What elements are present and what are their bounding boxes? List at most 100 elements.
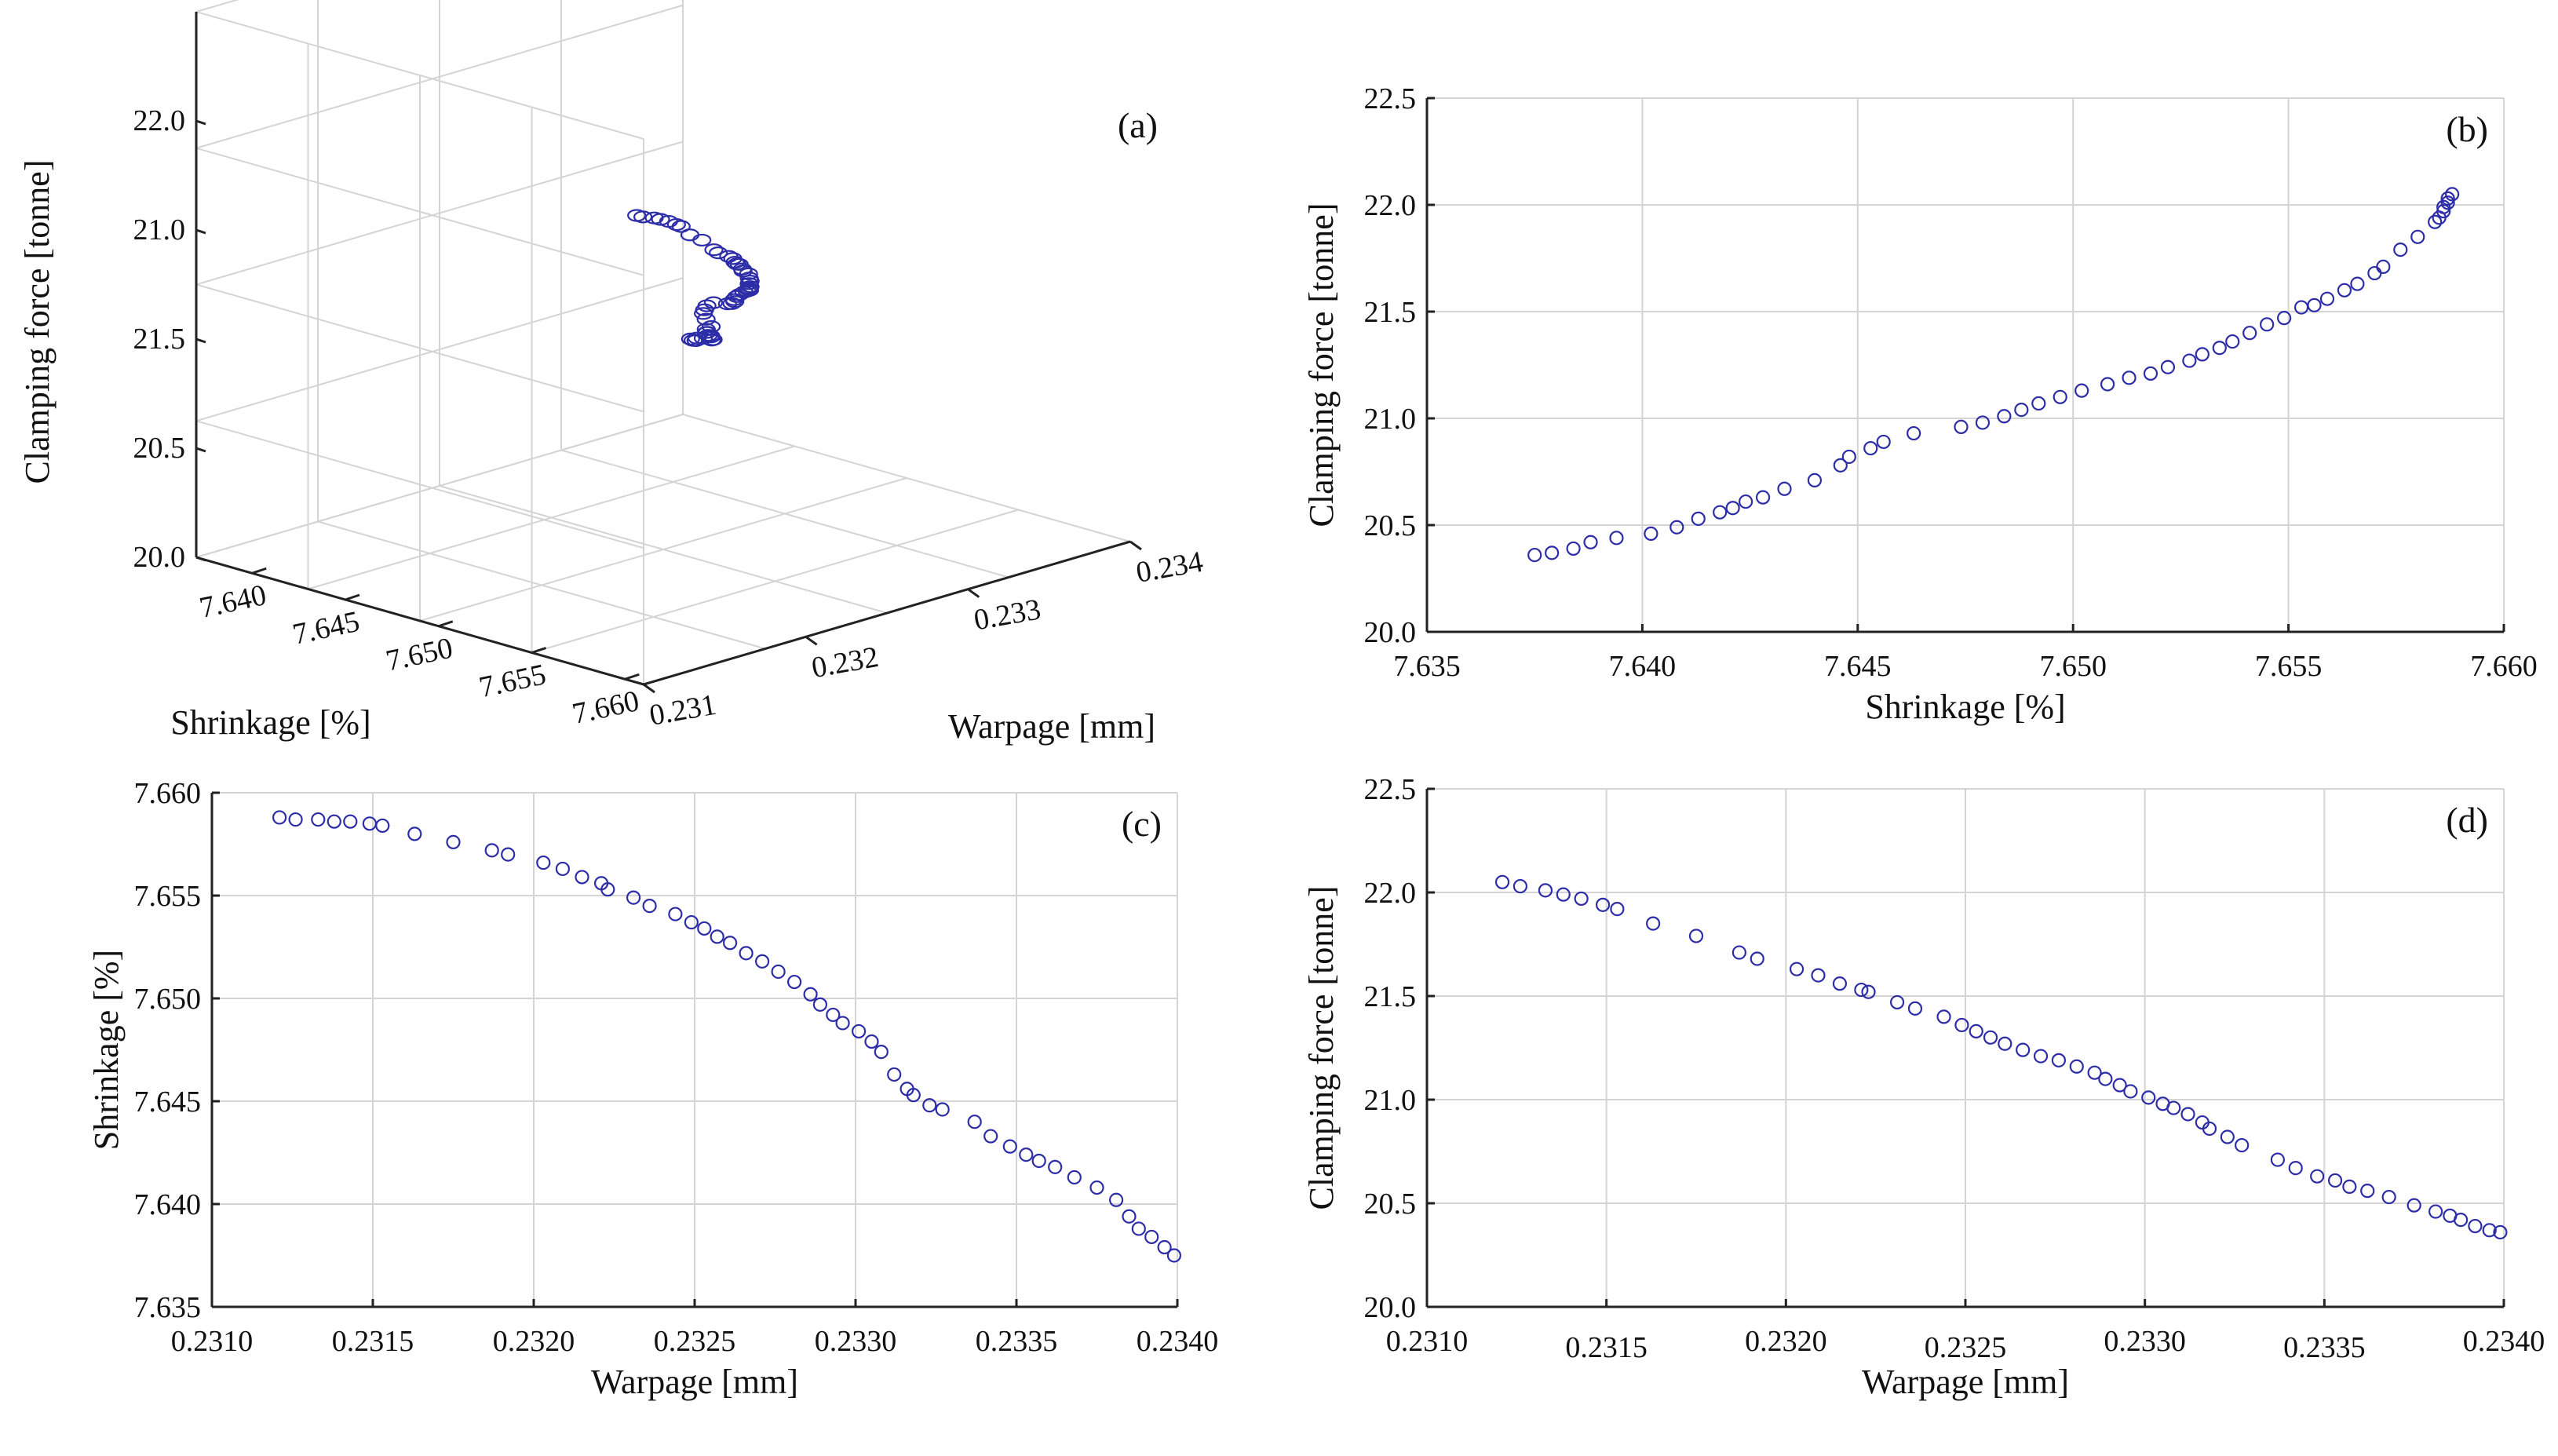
data-point bbox=[1144, 1229, 1159, 1245]
data-point bbox=[2360, 1184, 2375, 1199]
data-point bbox=[935, 1102, 950, 1117]
data-point bbox=[754, 954, 770, 969]
data-point bbox=[642, 898, 657, 914]
data-point bbox=[2432, 210, 2447, 225]
data-point bbox=[2143, 366, 2158, 381]
data-point bbox=[2310, 1169, 2325, 1184]
z-tick bbox=[195, 338, 206, 344]
y-tick-label: 7.660 bbox=[134, 777, 202, 810]
x-tick-label: 0.2315 bbox=[332, 1325, 414, 1358]
data-point bbox=[739, 946, 754, 961]
data-point bbox=[1527, 547, 1542, 563]
data-point bbox=[2087, 1065, 2102, 1080]
data-point bbox=[2381, 1189, 2396, 1205]
y-tick-label: 22.5 bbox=[1364, 773, 1417, 806]
z-tick bbox=[195, 556, 206, 562]
data-point bbox=[633, 210, 653, 224]
y-axis-line bbox=[643, 540, 1131, 686]
data-point bbox=[1997, 409, 2012, 424]
data-point bbox=[1811, 968, 1826, 983]
data-point bbox=[2337, 283, 2352, 297]
data-point bbox=[2482, 1223, 2497, 1238]
data-point bbox=[1975, 415, 1991, 430]
data-point bbox=[1566, 541, 1581, 556]
x-tick-label: 0.2330 bbox=[815, 1325, 897, 1358]
data-point bbox=[1936, 1009, 1951, 1024]
x-tick bbox=[438, 620, 454, 628]
data-point bbox=[626, 890, 641, 905]
data-point bbox=[1513, 878, 1528, 894]
data-point bbox=[668, 907, 683, 921]
gridline-side-wall bbox=[195, 283, 644, 413]
panel-a-3d-scatter: 7.660 7.655 7.650 7.645 7.640 0.231 0.232 0.233… bbox=[18, 0, 1206, 746]
x-tick-label: 0.2325 bbox=[654, 1325, 736, 1358]
data-point bbox=[2468, 1218, 2483, 1234]
x-tick bbox=[624, 673, 640, 681]
x-tick-label: 0.2330 bbox=[2104, 1325, 2186, 1358]
gridline-floor bbox=[439, 485, 888, 614]
data-point bbox=[709, 246, 728, 260]
x-tick-label: 7.645 bbox=[290, 605, 362, 651]
data-point bbox=[803, 987, 818, 1002]
data-point bbox=[864, 1034, 879, 1049]
data-point bbox=[681, 332, 700, 346]
data-point bbox=[887, 1067, 902, 1082]
y-tick-label: 7.645 bbox=[134, 1086, 202, 1118]
data-point bbox=[1545, 546, 1560, 560]
data-point bbox=[2407, 1198, 2421, 1213]
data-point bbox=[2327, 1173, 2343, 1188]
data-point bbox=[1644, 526, 1659, 541]
data-point bbox=[2180, 1107, 2195, 1122]
y-tick-label: 21.0 bbox=[1364, 1084, 1417, 1117]
panel-tag: (a) bbox=[1118, 105, 1158, 145]
data-point bbox=[826, 1007, 841, 1023]
data-point bbox=[1574, 891, 1589, 907]
data-point bbox=[2016, 1042, 2031, 1057]
x-tick-label: 7.655 bbox=[2255, 650, 2323, 683]
x-tick-label: 7.645 bbox=[1824, 650, 1892, 683]
x-tick-label: 7.655 bbox=[476, 658, 549, 704]
x-tick-label: 7.635 bbox=[1393, 650, 1461, 683]
data-point bbox=[555, 861, 571, 877]
data-point bbox=[575, 870, 589, 885]
panel-c-scatter: 0.2310 0.2315 0.2320 0.2325 0.2330 0.2335 0.23… bbox=[87, 777, 1218, 1401]
data-point bbox=[288, 812, 303, 827]
data-point bbox=[1739, 494, 1753, 509]
data-point bbox=[1494, 874, 1510, 889]
z-tick-label: 20.0 bbox=[133, 541, 186, 574]
x-axis-title: Shrinkage [%] bbox=[170, 703, 370, 742]
data-point bbox=[1983, 1030, 1998, 1045]
data-point bbox=[2195, 347, 2210, 362]
data-point bbox=[851, 1024, 867, 1039]
y-tick-label: 22.0 bbox=[1364, 877, 1417, 910]
data-point bbox=[2202, 1121, 2217, 1137]
z-tick-label: 21.5 bbox=[133, 323, 186, 356]
data-point bbox=[536, 855, 551, 870]
data-point bbox=[739, 267, 758, 280]
x-tick-label: 0.2310 bbox=[171, 1325, 254, 1358]
data-point bbox=[2160, 359, 2176, 374]
data-point bbox=[696, 312, 716, 326]
gridline-side-wall bbox=[195, 11, 644, 140]
gridline-side-wall bbox=[195, 420, 644, 549]
x-axis-title: Warpage [mm] bbox=[1862, 1363, 2069, 1401]
data-point bbox=[2277, 311, 2292, 326]
data-point bbox=[2367, 265, 2382, 281]
data-point bbox=[771, 964, 786, 980]
data-point bbox=[2454, 1213, 2469, 1228]
data-point bbox=[2445, 187, 2460, 202]
y-tick-label: 7.640 bbox=[134, 1188, 202, 1221]
y-tick-label: 20.5 bbox=[1364, 509, 1417, 542]
data-point bbox=[1019, 1148, 1034, 1162]
data-point bbox=[684, 334, 703, 347]
data-point bbox=[1556, 887, 1571, 902]
y-tick bbox=[805, 636, 818, 646]
z-tick bbox=[195, 119, 206, 126]
x-tick bbox=[345, 593, 360, 601]
x-tick-label: 0.2340 bbox=[2463, 1325, 2545, 1358]
data-point bbox=[343, 814, 358, 829]
gridline-floor bbox=[682, 414, 1131, 542]
data-point bbox=[2051, 1053, 2067, 1067]
data-point bbox=[983, 1129, 998, 1144]
